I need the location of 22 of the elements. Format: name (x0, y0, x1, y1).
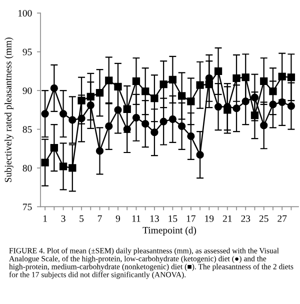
y-tick-label: 80 (22, 164, 32, 172)
x-tick-label: 9 (116, 215, 120, 222)
y-tick-label: 90 (22, 87, 32, 94)
x-tick-label: 19 (205, 215, 214, 222)
x-tick-label: 21 (222, 215, 232, 222)
x-tick-label: 5 (80, 215, 84, 222)
x-tick-label: 27 (278, 215, 287, 222)
x-axis-title: Timepoint (d) (142, 226, 196, 236)
y-axis-title: Subjectively rated pleasantness (mm) (4, 38, 14, 182)
x-tick-label: 17 (186, 215, 196, 222)
x-tick-label: 3 (61, 215, 66, 222)
x-tick-label: 15 (168, 215, 178, 222)
y-tick-label: 95 (22, 48, 32, 56)
x-tick-label: 1 (43, 215, 47, 222)
y-tick-label: 75 (23, 204, 32, 210)
y-tick-label: 100 (18, 10, 32, 17)
y-tick-label: 85 (22, 126, 32, 133)
x-tick-label: 25 (259, 215, 268, 222)
x-tick-label: 11 (132, 215, 140, 222)
x-tick-label: 7 (98, 215, 102, 222)
x-tick-label: 13 (150, 215, 159, 222)
x-tick-label: 23 (241, 215, 250, 222)
